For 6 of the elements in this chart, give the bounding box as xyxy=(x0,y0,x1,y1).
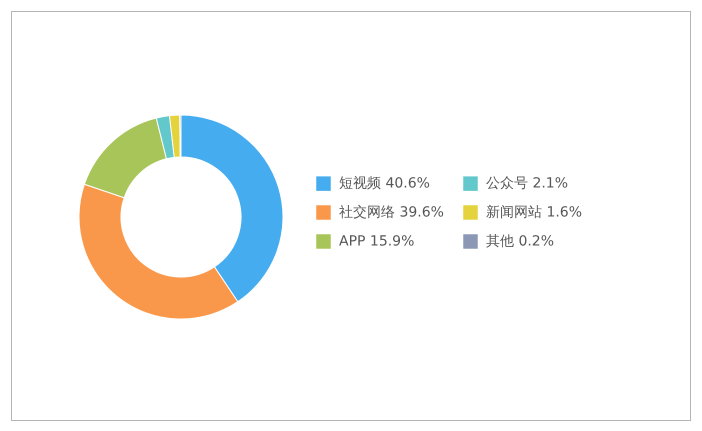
legend-label: 短视频 40.6% xyxy=(339,176,430,192)
legend-label: APP 15.9% xyxy=(339,234,414,250)
legend-label: 社交网络 39.6% xyxy=(339,204,444,220)
legend-label: 新闻网站 1.6% xyxy=(486,204,582,220)
legend-label: 公众号 2.1% xyxy=(486,176,568,192)
legend-label: 其他 0.2% xyxy=(486,234,554,250)
